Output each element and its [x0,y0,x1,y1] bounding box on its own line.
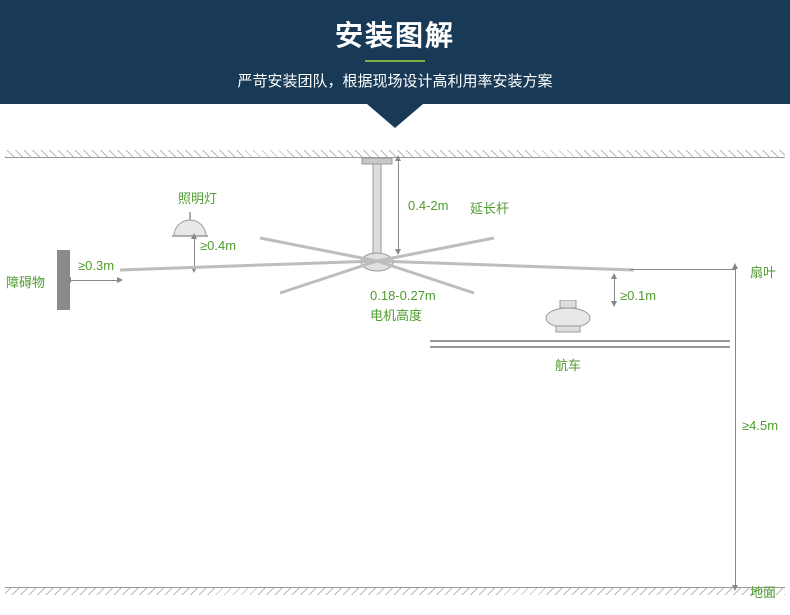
rod-len-label: 0.4-2m [408,198,448,213]
install-diagram: 障碍物 ≥0.3m 照明灯 ≥0.4m 0.4-2m 延长杆 [0,150,790,600]
crane-dist-label: ≥0.1m [620,288,656,303]
page-subtitle: 严苛安装团队，根据现场设计高利用率安装方案 [0,70,790,91]
crane-bar-top [430,340,730,342]
blade-label: 扇叶 [750,262,776,281]
crane-icon [538,300,598,334]
motor-label: 电机高度 [370,305,422,324]
motor-val-label: 0.18-0.27m [370,288,436,303]
header: 安装图解 严苛安装团队，根据现场设计高利用率安装方案 [0,0,790,104]
rod-label: 延长杆 [470,198,509,217]
floor-dist-label: ≥4.5m [742,418,778,433]
obstacle-label: 障碍物 [6,272,45,291]
rod-dim [398,160,399,250]
blade-level-line [630,269,736,270]
crane-label: 航车 [555,355,581,374]
title-underline [365,60,425,62]
obstacle-dist-label: ≥0.3m [78,258,114,273]
chevron-down-icon [367,104,423,128]
floor-dim [735,268,736,586]
page-title: 安装图解 [0,14,790,54]
crane-bar-bottom [430,346,730,348]
floor-label: 地面 [750,582,776,601]
crane-dim [614,278,615,302]
floor-hatch [5,587,785,595]
